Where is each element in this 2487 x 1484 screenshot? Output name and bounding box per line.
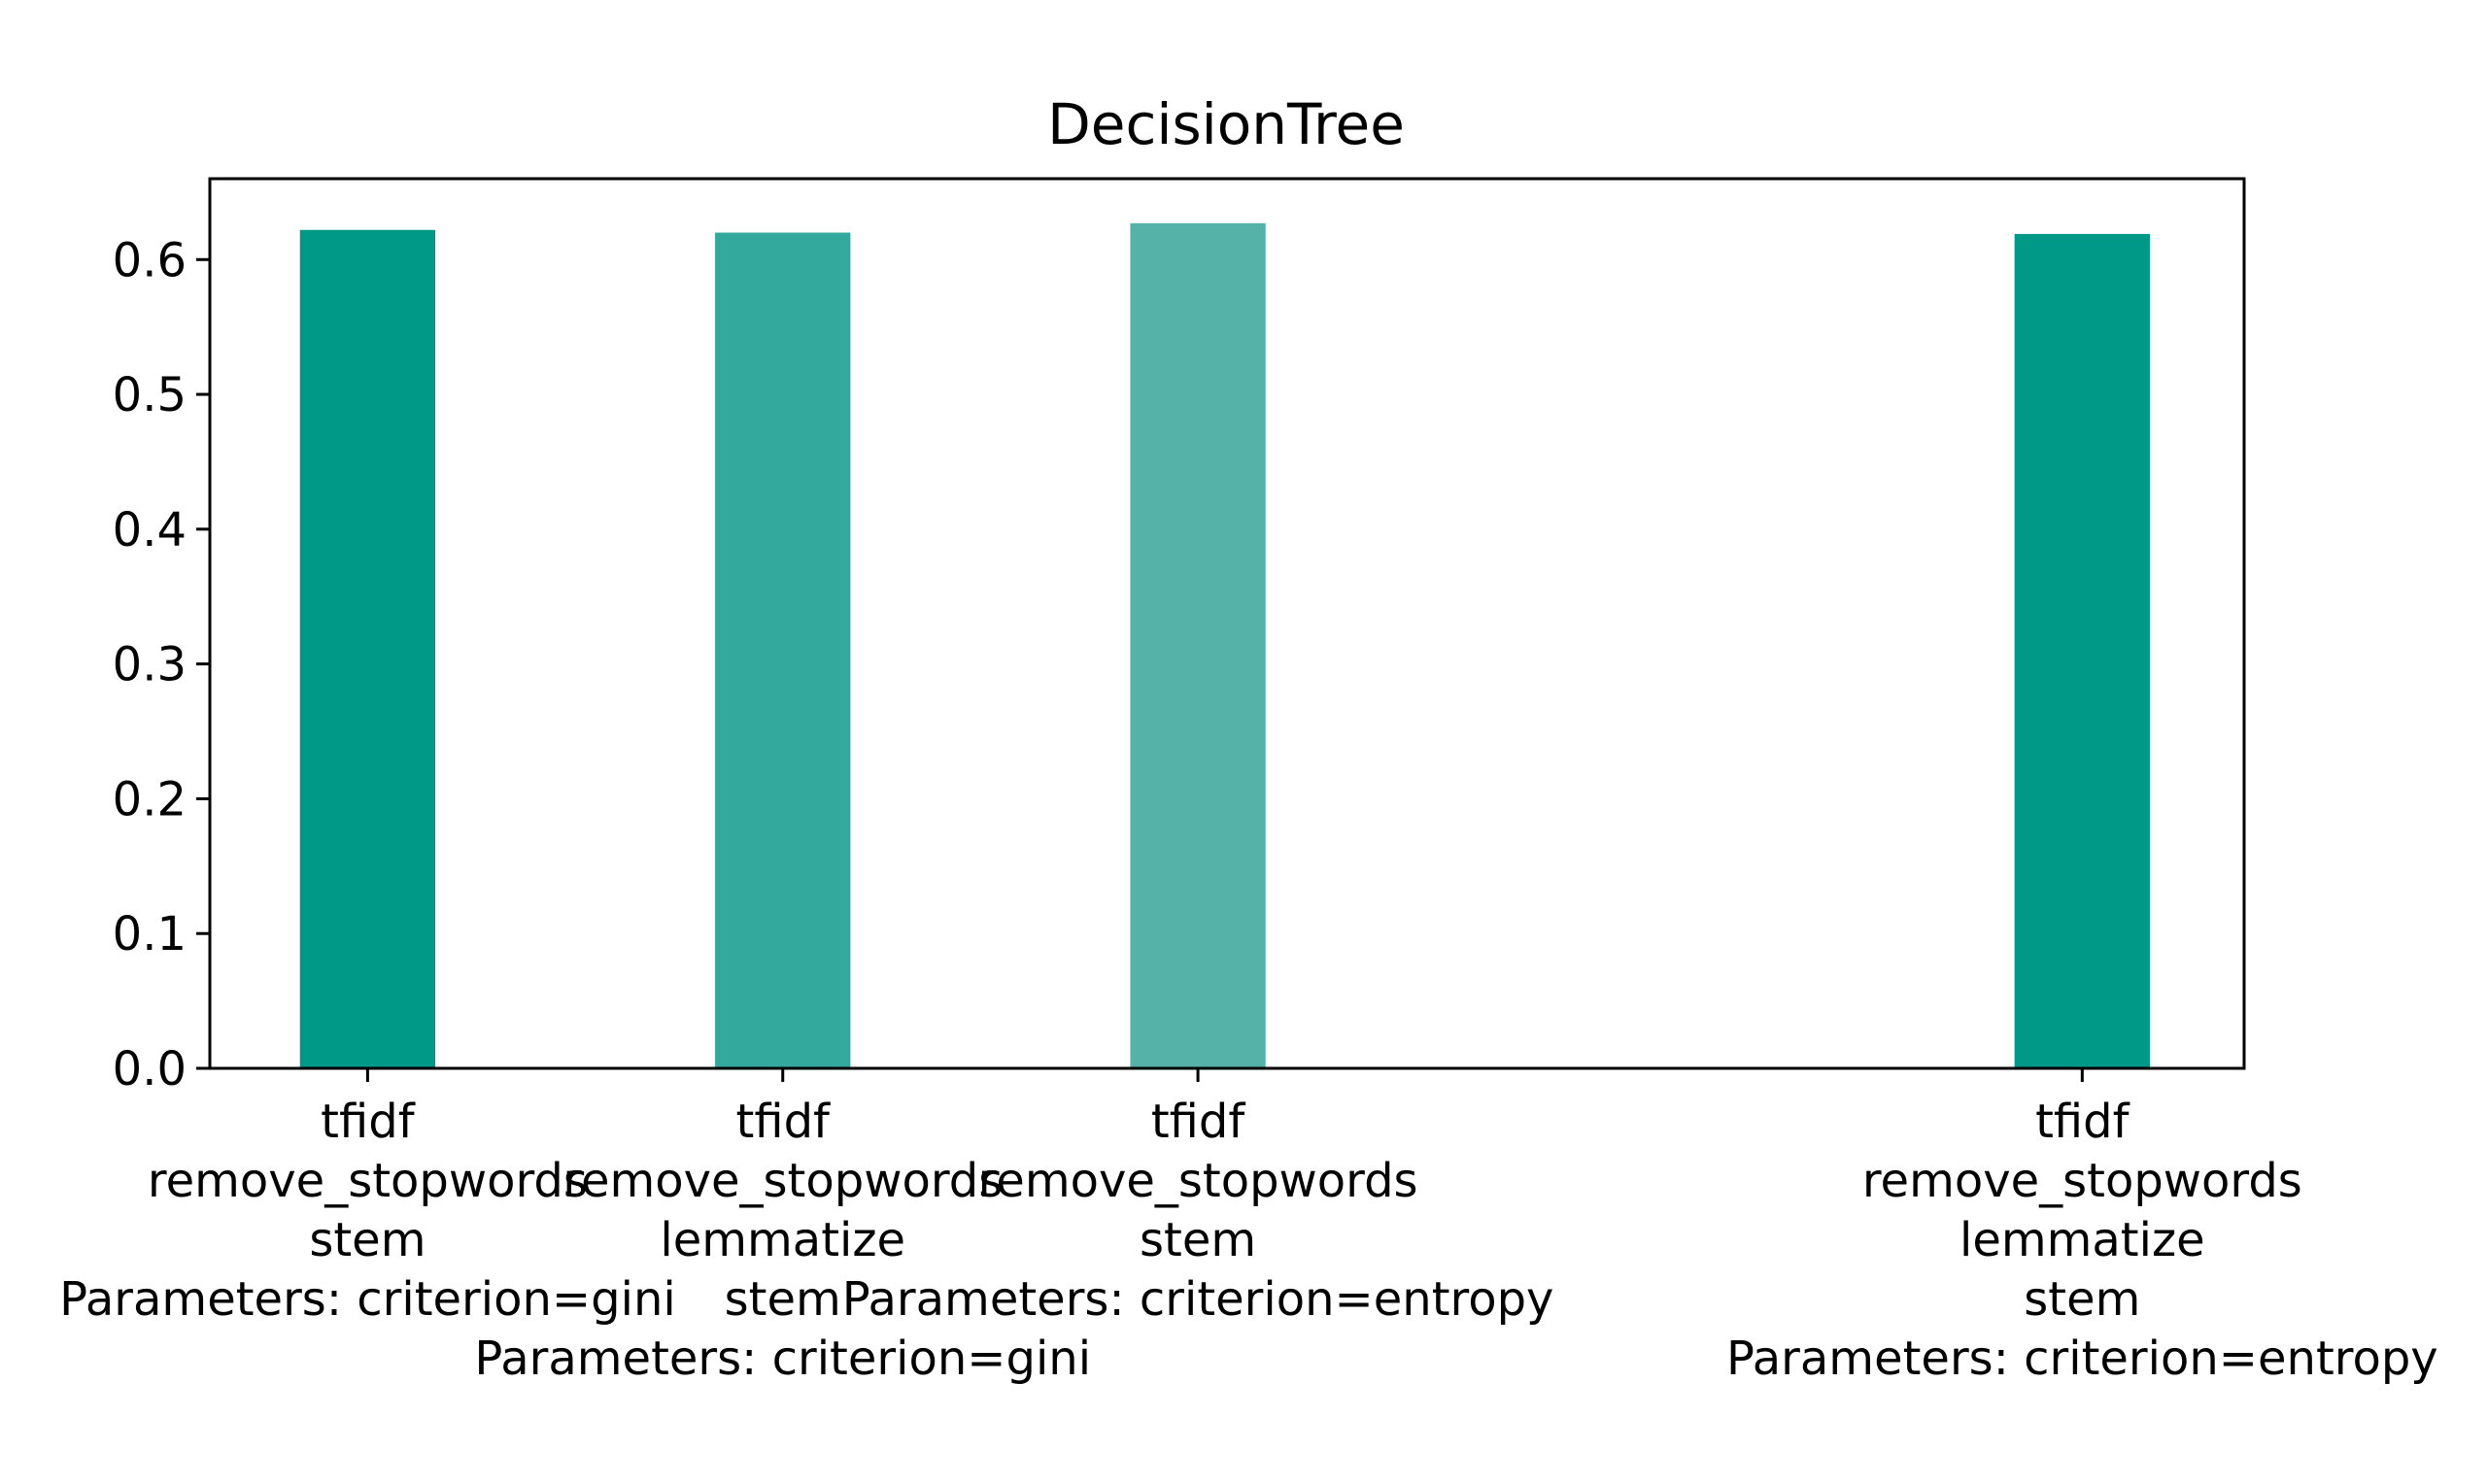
x-tick-label-line: stem bbox=[725, 1272, 841, 1327]
y-tick-label: 0.5 bbox=[113, 368, 187, 422]
x-tick-label-line: remove_stopwords bbox=[562, 1154, 1003, 1208]
x-tick-label-line: remove_stopwords bbox=[148, 1154, 588, 1208]
y-tick-label: 0.2 bbox=[113, 772, 187, 826]
y-tick-label: 0.4 bbox=[113, 503, 187, 557]
x-tick-label-line: remove_stopwords bbox=[1862, 1154, 2302, 1208]
bar-1 bbox=[299, 229, 436, 1069]
x-tick-label-line: remove_stopwords bbox=[978, 1154, 1418, 1208]
x-tick-label-line: stem bbox=[2024, 1272, 2140, 1327]
bars bbox=[299, 222, 2150, 1069]
y-tick-label: 0.1 bbox=[113, 907, 187, 961]
x-tick-label-line: tfidf bbox=[736, 1095, 832, 1149]
bar-3 bbox=[1130, 222, 1266, 1069]
x-tick-label-4: tfidf remove_stopwords lemmatize stem Parame… bbox=[1726, 1095, 2438, 1386]
y-tick-label: 0.6 bbox=[113, 233, 187, 287]
x-tick-label-line: Parameters: criterion=entropy bbox=[1726, 1332, 2438, 1386]
bar-2 bbox=[715, 232, 851, 1069]
y-tick-label: 0.3 bbox=[113, 638, 187, 692]
x-tick-label-1: tfidf remove_stopwords stem Parameters: cri… bbox=[59, 1095, 676, 1327]
y-axis: 0.0 0.1 0.2 0.3 0.4 0.5 0.6 bbox=[113, 233, 210, 1096]
y-tick-label: 0.0 bbox=[113, 1042, 187, 1096]
plot-frame bbox=[208, 177, 2246, 1070]
x-tick-label-line: Parameters: criterion=gini bbox=[474, 1332, 1091, 1386]
chart-title: DecisionTree bbox=[1047, 91, 1405, 157]
bar-4 bbox=[2014, 233, 2150, 1069]
x-tick-label-line: tfidf bbox=[1151, 1095, 1246, 1149]
x-tick-label-line: Parameters: criterion=entropy bbox=[842, 1272, 1554, 1327]
x-tick-label-line: tfidf bbox=[321, 1095, 416, 1149]
x-tick-label-3: tfidf remove_stopwords stem Parameters: cri… bbox=[842, 1095, 1554, 1327]
x-tick-label-line: Parameters: criterion=gini bbox=[59, 1272, 676, 1327]
x-tick-label-line: lemmatize bbox=[1959, 1213, 2205, 1267]
x-tick-label-line: lemmatize bbox=[660, 1213, 905, 1267]
x-tick-label-line: stem bbox=[1140, 1213, 1256, 1267]
x-axis: tfidf remove_stopwords stem Parameters: cri… bbox=[59, 1068, 2438, 1386]
x-tick-label-line: tfidf bbox=[2035, 1095, 2130, 1149]
x-tick-label-2: tfidf remove_stopwords lemmatize stem Parame… bbox=[474, 1095, 1091, 1386]
x-tick-label-line: stem bbox=[309, 1213, 426, 1267]
